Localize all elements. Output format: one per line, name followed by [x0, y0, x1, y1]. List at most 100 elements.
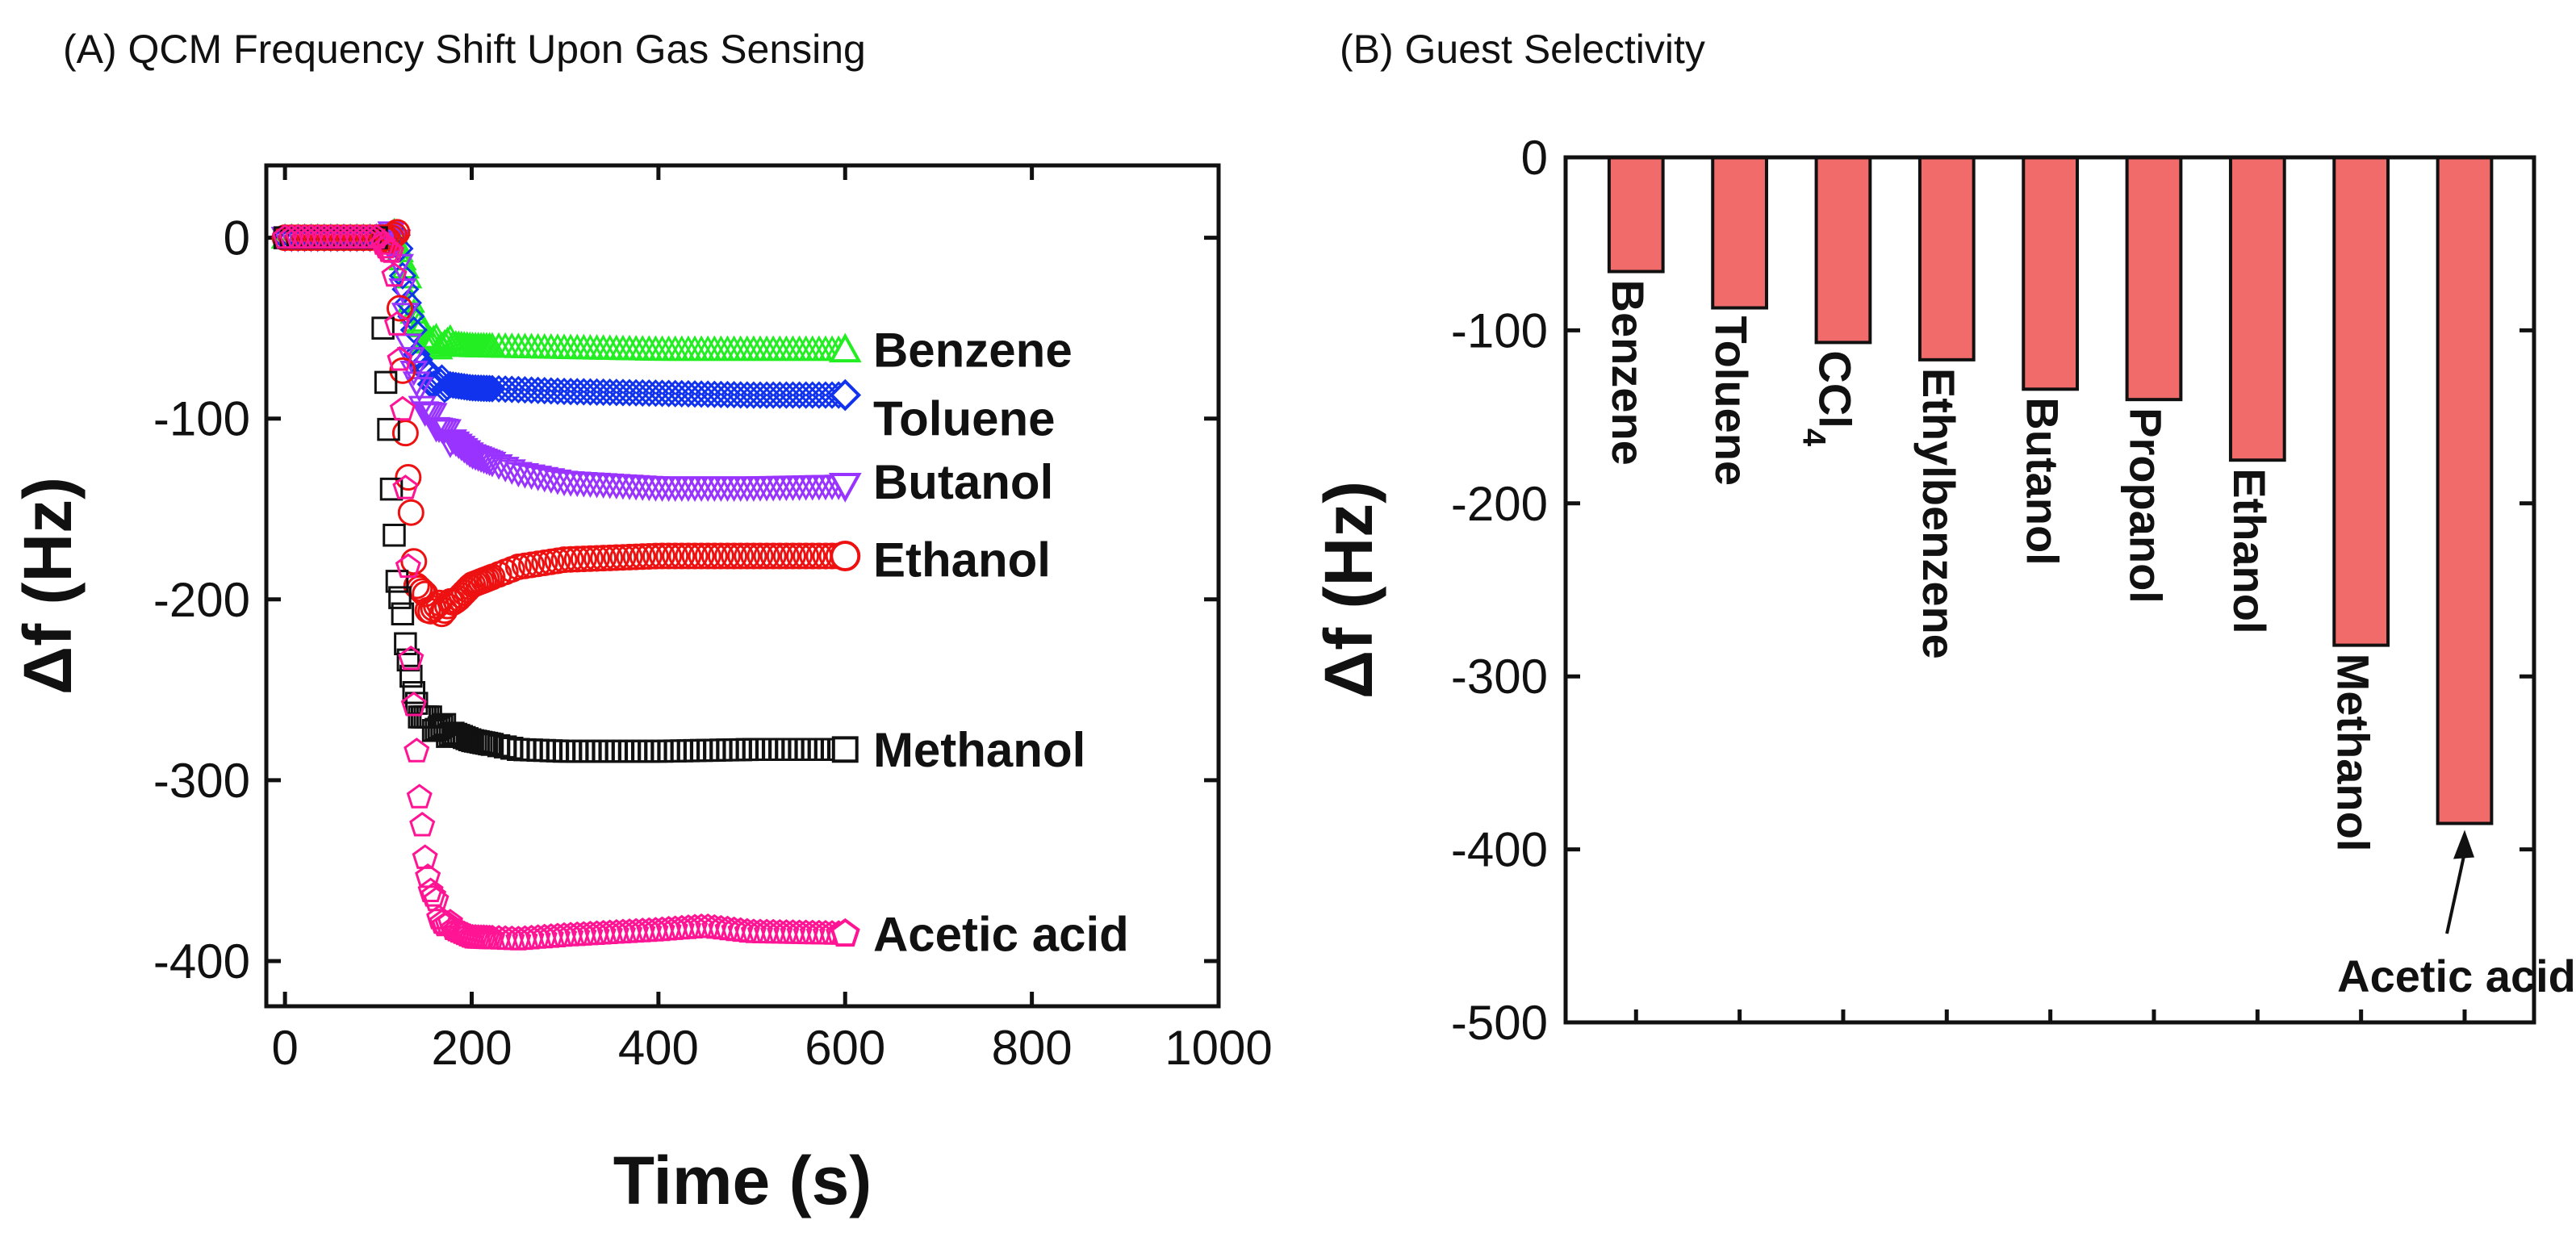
- data-point: [696, 738, 720, 763]
- data-point: [579, 739, 602, 763]
- data-point: [648, 379, 676, 408]
- bar-butanol: [2022, 156, 2080, 391]
- data-point: [755, 738, 779, 762]
- panel-a-y-tick-label: -400: [153, 934, 250, 988]
- data-point: [602, 378, 630, 407]
- data-point: [794, 738, 818, 762]
- panel-a-y-tick-label: -300: [153, 754, 250, 808]
- data-point: [405, 692, 429, 715]
- data-point: [703, 738, 726, 762]
- annotation-arrow-head: [2453, 830, 2475, 859]
- data-point: [615, 378, 644, 407]
- data-point: [654, 379, 683, 408]
- data-point: [624, 739, 648, 763]
- data-point: [688, 542, 715, 570]
- data-point: [772, 542, 800, 570]
- data-point: [805, 381, 833, 409]
- data-point: [779, 381, 807, 409]
- data-point: [687, 380, 716, 408]
- data-point: [498, 375, 526, 403]
- panel-b-annotation: Acetic acid: [2337, 830, 2576, 1001]
- data-point: [786, 542, 813, 570]
- data-point: [735, 738, 759, 762]
- data-point: [657, 739, 680, 763]
- bar-label: Propanol: [2121, 408, 2172, 604]
- data-point: [772, 381, 801, 409]
- panel-b-y-tick-label: 0: [1521, 131, 1548, 185]
- end-point-marker: [828, 332, 862, 363]
- data-point: [484, 374, 513, 403]
- data-point: [391, 420, 419, 447]
- data-point: [675, 542, 702, 570]
- data-point: [759, 542, 787, 570]
- data-point: [721, 542, 748, 570]
- data-point: [546, 739, 570, 763]
- end-point-marker: [829, 378, 862, 412]
- bar-label-text: Ethanol: [2224, 468, 2275, 633]
- bar-label-text: Butanol: [2017, 397, 2068, 565]
- data-point: [406, 784, 433, 809]
- panel-a-series: [270, 217, 862, 951]
- data-point: [739, 381, 768, 409]
- panel-a-y-axis-label: Δf (Hz): [10, 477, 86, 695]
- data-point: [381, 261, 408, 287]
- data-point: [412, 844, 438, 869]
- data-point: [726, 381, 755, 409]
- data-point: [383, 311, 410, 336]
- panel-b-ticks: 0 -100 -200 -300 -400 -500: [1451, 131, 2534, 1050]
- data-point: [550, 377, 579, 406]
- data-point: [785, 381, 813, 409]
- data-point: [479, 563, 506, 591]
- data-point: [644, 739, 667, 763]
- data-point: [722, 738, 746, 762]
- data-point: [596, 378, 624, 407]
- bar-label-text: Benzene: [1603, 280, 1654, 466]
- data-point: [557, 545, 584, 573]
- data-point: [661, 379, 689, 408]
- data-point: [700, 542, 728, 570]
- data-point: [638, 739, 661, 763]
- data-point: [377, 417, 400, 441]
- data-point: [388, 261, 417, 290]
- bar-propanol: [2125, 156, 2183, 402]
- data-point: [397, 302, 425, 331]
- series-label: Ethanol: [873, 533, 1051, 587]
- data-point: [792, 381, 820, 409]
- data-point: [478, 374, 507, 403]
- data-point: [629, 543, 656, 571]
- data-point: [404, 738, 430, 763]
- data-point: [398, 645, 424, 671]
- data-point: [396, 648, 420, 672]
- data-point: [629, 378, 657, 408]
- data-point: [713, 542, 741, 570]
- panel-a-frequency-shift: (A) QCM Frequency Shift Upon Gas Sensing…: [10, 27, 1273, 1218]
- data-point: [498, 556, 525, 583]
- data-point: [387, 346, 413, 371]
- data-point: [674, 379, 703, 408]
- panel-a-y-tick-label: -200: [153, 573, 250, 627]
- data-point: [405, 377, 434, 403]
- data-point: [371, 316, 395, 340]
- bar-label: CCl4: [1796, 350, 1861, 446]
- data-point: [491, 457, 520, 483]
- data-point: [681, 542, 709, 570]
- panel-b-bar-labels: Benzene Toluene CCl4 Ethylbenzene Butanol Pro…: [1603, 280, 2378, 852]
- data-point: [617, 739, 642, 763]
- series-ethanol: [271, 219, 861, 628]
- bar-label-subscript: 4: [1796, 428, 1832, 447]
- data-point: [395, 553, 421, 579]
- data-point: [466, 374, 496, 403]
- data-point: [526, 738, 550, 762]
- series-label: Butanol: [873, 455, 1053, 509]
- data-point: [524, 376, 552, 404]
- data-point: [635, 543, 663, 570]
- data-point: [379, 477, 404, 501]
- data-point: [798, 381, 826, 409]
- data-point: [742, 738, 766, 762]
- data-point: [746, 542, 774, 570]
- bar-label-text: Ethylbenzene: [1913, 368, 1964, 659]
- data-point: [517, 376, 546, 404]
- data-point: [409, 812, 436, 837]
- data-point: [388, 586, 412, 609]
